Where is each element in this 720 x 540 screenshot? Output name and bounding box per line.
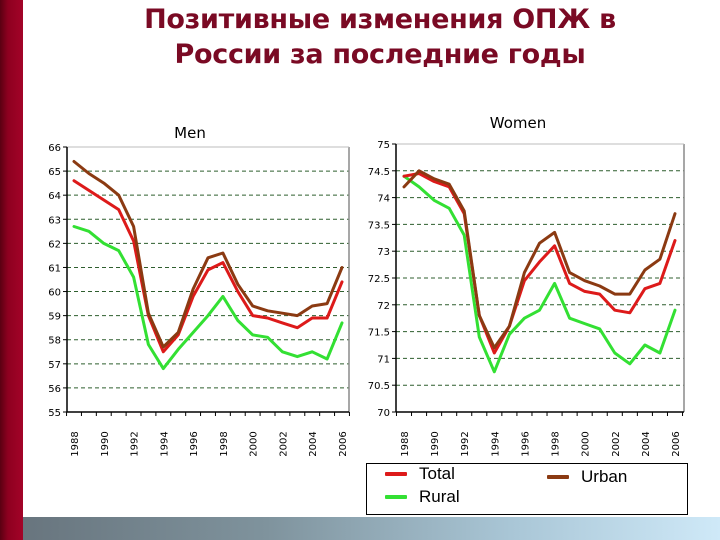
y-tick-label: 58 xyxy=(48,336,61,347)
title-line-1: Позитивные изменения ОПЖ в xyxy=(144,4,616,35)
y-tick-label: 74.5 xyxy=(368,167,390,178)
x-tick-label: 2006 xyxy=(671,431,682,456)
y-tick-label: 73.5 xyxy=(368,220,390,231)
legend-label-rural: Rural xyxy=(419,487,460,506)
slide-title: Позитивные изменения ОПЖ в России за пос… xyxy=(60,2,700,72)
y-tick-label: 72.5 xyxy=(368,274,390,285)
x-tick-label: 2002 xyxy=(611,431,622,456)
y-tick-label: 75 xyxy=(377,140,390,151)
series-line-rural xyxy=(402,174,677,374)
y-tick-label: 70 xyxy=(377,408,390,419)
legend-label-total: Total xyxy=(419,464,455,483)
chart-title: Women xyxy=(490,114,546,132)
y-tick-label: 74 xyxy=(377,194,390,205)
x-tick-label: 1992 xyxy=(460,431,471,456)
legend-item-rural: Rural xyxy=(385,487,460,507)
chart-legend: Total Rural Urban xyxy=(366,463,688,515)
x-tick-label: 2006 xyxy=(338,431,349,456)
y-tick-label: 60 xyxy=(48,288,61,299)
y-tick-label: 61 xyxy=(48,263,61,274)
y-tick-label: 63 xyxy=(48,215,61,226)
x-tick-label: 2002 xyxy=(278,431,289,456)
x-tick-label: 1994 xyxy=(490,431,501,456)
y-tick-label: 73 xyxy=(377,247,390,258)
series-line-total xyxy=(402,172,677,355)
y-tick-label: 55 xyxy=(48,408,61,419)
x-tick-label: 1988 xyxy=(400,431,411,456)
chart-title: Men xyxy=(174,124,206,142)
men-chart: Men 55 56 57 58 59 60 61 62 63 64 65 66 1988 1990 1992 1… xyxy=(48,124,350,457)
series-line-rural xyxy=(72,225,344,371)
series-line-urban xyxy=(402,169,677,350)
x-tick-label: 2000 xyxy=(249,431,260,456)
x-tick-label: 1998 xyxy=(551,431,562,456)
series-line-total xyxy=(72,179,344,354)
y-tick-label: 66 xyxy=(48,143,61,154)
x-tick-label: 1992 xyxy=(130,431,141,456)
legend-swatch-urban xyxy=(547,475,569,479)
y-tick-label: 71 xyxy=(377,354,390,365)
x-tick-label: 1996 xyxy=(189,431,200,456)
legend-item-total: Total xyxy=(385,464,455,484)
x-tick-label: 2000 xyxy=(581,431,592,456)
x-tick-label: 1988 xyxy=(70,431,81,456)
series-line-urban xyxy=(72,160,344,349)
x-tick-label: 2004 xyxy=(641,431,652,456)
legend-swatch-total xyxy=(385,472,407,476)
y-tick-label: 57 xyxy=(48,360,61,371)
y-tick-label: 56 xyxy=(48,384,61,395)
y-tick-label: 64 xyxy=(48,191,61,202)
y-tick-label: 62 xyxy=(48,239,61,250)
x-tick-label: 1994 xyxy=(159,431,170,456)
x-tick-label: 1990 xyxy=(430,431,441,456)
y-tick-label: 72 xyxy=(377,301,390,312)
y-tick-label: 59 xyxy=(48,312,61,323)
title-line-2: России за последние годы xyxy=(174,39,586,70)
left-accent-bar xyxy=(0,0,23,540)
x-tick-label: 2004 xyxy=(308,431,319,456)
y-tick-label: 70.5 xyxy=(368,381,390,392)
legend-label-urban: Urban xyxy=(581,467,628,486)
y-tick-label: 65 xyxy=(48,167,61,178)
x-tick-label: 1996 xyxy=(520,431,531,456)
legend-swatch-rural xyxy=(385,495,407,499)
bottom-accent-bar xyxy=(23,517,720,540)
x-tick-label: 1998 xyxy=(219,431,230,456)
women-chart: Women 70 70.5 71 71.5 72 72.5 73 73.5 74 74.5 75 198… xyxy=(368,114,685,457)
y-tick-label: 71.5 xyxy=(368,328,390,339)
legend-item-urban: Urban xyxy=(547,467,627,487)
x-tick-label: 1990 xyxy=(100,431,111,456)
